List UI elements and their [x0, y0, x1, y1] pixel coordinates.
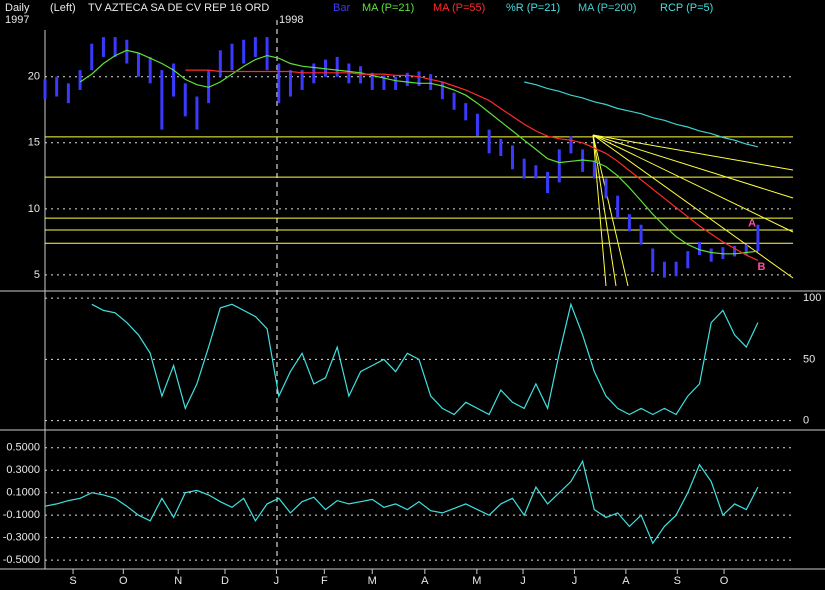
legend-entry: %R (P=21): [506, 2, 560, 14]
y-tick-label: 15: [28, 137, 40, 149]
y-tick-label: 50: [803, 353, 815, 365]
x-tick-label: N: [174, 575, 182, 587]
year-label: 1997: [5, 14, 29, 26]
y-tick-label: 0.3000: [6, 464, 40, 476]
x-tick-label: S: [674, 575, 681, 587]
chart-title: TV AZTECA SA DE CV REP 16 ORD: [88, 2, 269, 14]
x-tick-label: J: [572, 575, 578, 587]
year-label: 1998: [279, 14, 303, 26]
annotation: B: [757, 261, 765, 273]
fan-line: [592, 134, 629, 287]
fan-line: [592, 134, 794, 279]
x-tick-label: M: [472, 575, 481, 587]
series-line: [524, 81, 759, 148]
legend-entry: MA (P=55): [433, 2, 485, 14]
y-tick-label: -0.1000: [3, 509, 40, 521]
x-tick-label: F: [321, 575, 328, 587]
y-tick-label: 5: [34, 269, 40, 281]
x-tick-label: S: [69, 575, 76, 587]
y-tick-label: 0: [803, 415, 809, 427]
x-tick-label: J: [274, 575, 280, 587]
period: Daily: [5, 2, 30, 14]
legend-entry: RCP (P=5): [660, 2, 713, 14]
y-tick-label: 100: [803, 292, 821, 304]
x-tick-label: D: [221, 575, 229, 587]
y-tick-label: -0.3000: [3, 532, 40, 544]
y-tick-label: -0.5000: [3, 554, 40, 566]
fan-lines: [592, 134, 794, 287]
legend-entry: MA (P=200): [578, 2, 636, 14]
series-line: [185, 69, 759, 261]
x-tick-label: J: [520, 575, 526, 587]
axis-side: (Left): [50, 2, 76, 14]
x-tick-label: O: [119, 575, 128, 587]
x-tick-label: A: [622, 575, 630, 587]
y-tick-label: 10: [28, 203, 40, 215]
x-tick-label: A: [421, 575, 429, 587]
y-tick-label: 0.5000: [6, 442, 40, 454]
fan-line: [592, 134, 794, 233]
legend-entry: Bar: [333, 2, 350, 14]
series-line: [91, 302, 759, 416]
annotation: A: [748, 217, 756, 229]
x-tick-label: M: [368, 575, 377, 587]
series-line: [44, 459, 759, 545]
fan-line: [592, 134, 794, 171]
legend-entry: MA (P=21): [362, 2, 414, 14]
fan-line: [592, 134, 607, 287]
series-line: [79, 49, 758, 255]
x-tick-label: O: [720, 575, 729, 587]
y-tick-label: 0.1000: [6, 487, 40, 499]
fan-line: [592, 134, 617, 287]
fan-line: [592, 134, 794, 199]
y-tick-label: 20: [28, 71, 40, 83]
